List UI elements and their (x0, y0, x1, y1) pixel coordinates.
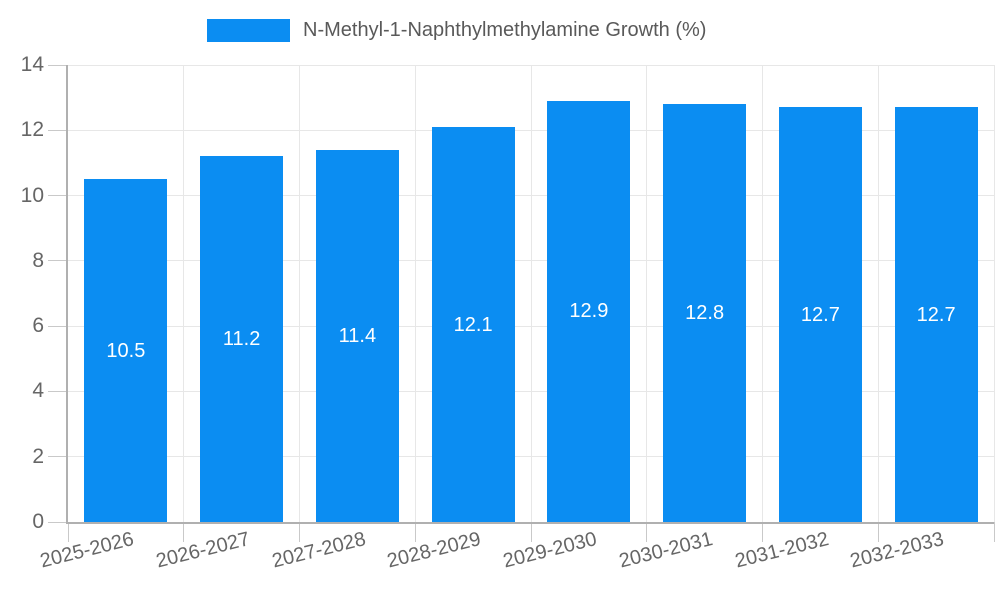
bar (778, 107, 862, 522)
x-axis-tick-label: 2028-2029 (385, 528, 484, 573)
x-axis-tick (646, 522, 648, 542)
gridline-vertical (646, 65, 648, 522)
bar (894, 107, 978, 522)
y-axis-tick (48, 195, 68, 197)
x-axis-tick (993, 522, 995, 542)
legend-swatch (207, 19, 290, 42)
bar-value-label: 11.4 (338, 324, 377, 347)
bar (547, 100, 631, 522)
x-axis-tick-label: 2025-2026 (38, 528, 137, 573)
y-axis-tick-label: 4 (32, 379, 44, 403)
gridline-vertical (530, 65, 532, 522)
gridline-vertical (299, 65, 300, 522)
bar-value-label: 12.7 (800, 303, 840, 326)
x-axis-tick (67, 522, 69, 542)
y-axis-tick-label: 14 (20, 53, 44, 76)
gridline-vertical (993, 65, 995, 522)
bar-value-label: 11.2 (222, 328, 261, 351)
gridline-vertical (414, 65, 416, 522)
x-axis-tick-label: 2026-2027 (153, 528, 252, 573)
bar (315, 149, 399, 522)
y-axis-tick-label: 0 (32, 510, 44, 533)
x-axis-tick (183, 522, 185, 542)
y-axis-tick (48, 325, 68, 327)
y-axis-tick (48, 390, 68, 392)
bar-value-label: 12.8 (685, 302, 725, 325)
legend-item[interactable]: N-Methyl-1-Naphthylmethylamine Growth (%… (207, 19, 706, 42)
bar-value-label: 12.7 (916, 303, 956, 326)
y-axis-tick (48, 260, 68, 262)
y-axis-tick (48, 64, 68, 66)
bar (200, 156, 284, 522)
bar-value-label: 12.9 (569, 300, 609, 323)
gridline-vertical (762, 65, 763, 522)
bar (431, 127, 515, 522)
x-axis-tick (877, 522, 879, 542)
x-axis-tick-label: 2031-2032 (732, 528, 831, 573)
bar-value-label: 12.1 (453, 313, 493, 336)
y-axis-tick-label: 2 (32, 444, 44, 468)
y-axis-tick-label: 10 (20, 183, 44, 207)
gridline-vertical (877, 65, 879, 522)
legend-label: N-Methyl-1-Naphthylmethylamine Growth (%… (303, 19, 707, 41)
gridline-vertical (183, 65, 185, 522)
x-axis-line (66, 522, 994, 524)
y-axis-line (66, 65, 68, 522)
x-axis-tick (762, 522, 763, 542)
x-axis-tick-label: 2029-2030 (501, 528, 600, 573)
x-axis-tick (414, 522, 416, 542)
bar (84, 179, 168, 522)
y-axis-tick (48, 521, 68, 523)
x-axis-tick-label: 2032-2033 (848, 528, 947, 573)
x-axis-tick (530, 522, 532, 542)
bar-value-label: 10.5 (106, 339, 146, 362)
x-axis-tick (299, 522, 300, 542)
x-axis-tick-label: 2030-2031 (616, 528, 715, 573)
bar (663, 104, 747, 522)
y-axis-tick-label: 6 (32, 314, 44, 338)
y-axis-tick-label: 8 (32, 248, 44, 272)
y-axis-tick (48, 456, 68, 458)
x-axis-tick-label: 2027-2028 (269, 528, 368, 573)
y-axis-tick (48, 129, 68, 131)
y-axis-tick-label: 12 (20, 118, 44, 142)
